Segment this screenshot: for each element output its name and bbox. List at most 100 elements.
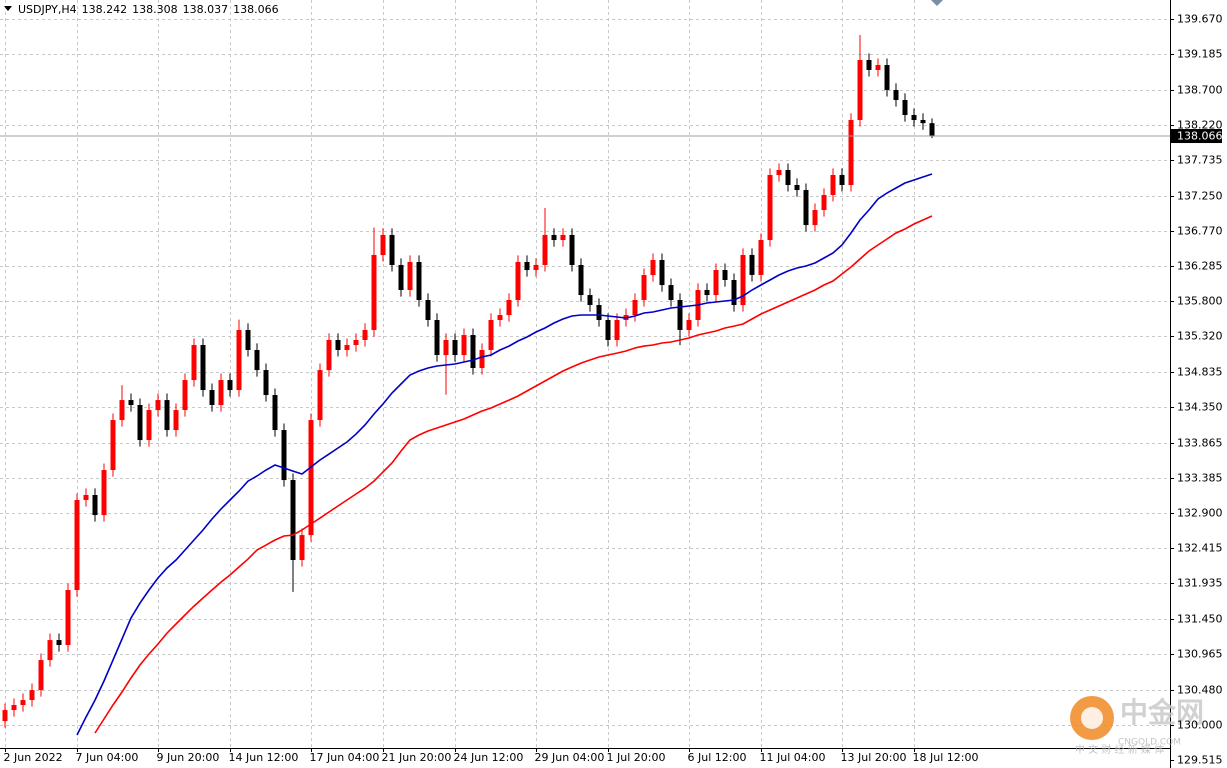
candle-body	[929, 123, 935, 137]
candle-body	[758, 240, 764, 275]
candle-body	[407, 261, 413, 291]
watermark-logo-inner	[1081, 707, 1103, 729]
candle-body	[200, 345, 206, 391]
candle-body	[596, 305, 602, 320]
candle-body	[587, 295, 593, 306]
y-tick-label: 134.350	[1177, 401, 1223, 414]
candle-body	[857, 59, 863, 120]
x-tick-label: 17 Jun 04:00	[310, 751, 380, 764]
candle-body	[533, 264, 539, 271]
candle-body	[425, 300, 431, 320]
candle-body	[344, 345, 350, 350]
y-tick-label: 136.285	[1177, 260, 1223, 273]
candle-body	[461, 335, 467, 356]
candle-body	[236, 329, 242, 391]
y-tick-label: 131.935	[1177, 577, 1223, 590]
candle-body	[434, 319, 440, 356]
ma-line	[94, 215, 933, 734]
candle-body	[380, 234, 386, 255]
candle-body	[263, 370, 269, 396]
candle-body	[848, 119, 854, 185]
y-tick-label: 130.965	[1177, 648, 1223, 661]
candle-body	[56, 640, 62, 646]
candle-body	[281, 430, 287, 481]
candle-body	[767, 174, 773, 241]
watermark: 中金网 CNGOLD.COM 中 文 财 经 新 媒 体	[1070, 696, 1204, 756]
candle-body	[731, 280, 737, 306]
candle-body	[209, 390, 215, 406]
candle-body	[749, 254, 755, 275]
candle-body	[641, 275, 647, 301]
x-tick-label: 14 Jun 12:00	[229, 751, 299, 764]
candle-body	[794, 184, 800, 191]
candle-body	[614, 319, 620, 340]
candle-body	[740, 254, 746, 306]
candle-body	[668, 285, 674, 301]
y-tick-label: 133.385	[1177, 472, 1223, 485]
x-tick-label: 11 Jul 04:00	[760, 751, 826, 764]
candle-body	[92, 494, 98, 516]
watermark-site: CNGOLD.COM	[1118, 738, 1181, 748]
candle-body	[470, 335, 476, 369]
menu-icon[interactable]	[4, 6, 12, 11]
candle-body	[560, 234, 566, 241]
current-price-label: 138.066	[1177, 130, 1223, 143]
candle-body	[182, 380, 188, 411]
candle-body	[29, 690, 35, 701]
candle-body	[569, 234, 575, 265]
y-tick-label: 138.700	[1177, 84, 1223, 97]
candle-body	[488, 319, 494, 350]
candle-body	[146, 410, 152, 441]
x-tick-label: 18 Jul 12:00	[913, 751, 979, 764]
last-high: 138.308	[132, 3, 178, 16]
candle-body	[677, 300, 683, 330]
candle-body	[713, 270, 719, 296]
y-tick-label: 135.320	[1177, 330, 1223, 343]
watermark-name: 中金网	[1120, 696, 1204, 729]
candle-body	[362, 329, 368, 340]
grid	[0, 0, 1170, 748]
y-tick-label: 129.515	[1177, 754, 1223, 767]
x-tick-label: 13 Jul 20:00	[841, 751, 907, 764]
candle-body	[47, 640, 53, 661]
candle-body	[416, 261, 422, 301]
y-tick-label: 137.735	[1177, 154, 1223, 167]
candle-body	[821, 194, 827, 211]
candle-body	[353, 339, 359, 346]
candle-body	[632, 300, 638, 316]
x-tick-label: 9 Jun 20:00	[157, 751, 220, 764]
candle-body	[785, 170, 791, 185]
candle-body	[506, 300, 512, 316]
candle-body	[479, 349, 485, 369]
candle-body	[524, 261, 530, 271]
y-tick-label: 133.865	[1177, 437, 1223, 450]
candle-body	[371, 254, 377, 330]
chart-shift-marker[interactable]	[931, 0, 943, 6]
candle-body	[254, 349, 260, 371]
candle-body	[722, 270, 728, 281]
candle-body	[812, 210, 818, 226]
last-low: 138.037	[183, 3, 229, 16]
y-tick-label: 132.900	[1177, 507, 1223, 520]
x-tick-label: 21 Jun 20:00	[382, 751, 452, 764]
candle-body	[155, 400, 161, 411]
candle-body	[551, 234, 557, 241]
candle-body	[893, 89, 899, 100]
x-tick-label: 6 Jul 12:00	[688, 751, 747, 764]
candle-body	[101, 470, 107, 516]
candle-body	[875, 65, 881, 70]
marks	[0, 35, 1170, 736]
candle-body	[74, 500, 80, 591]
y-tick-label: 139.670	[1177, 13, 1223, 26]
candle-body	[83, 494, 89, 501]
current-price-box	[1171, 129, 1222, 144]
x-tick-label: 7 Jun 04:00	[76, 751, 139, 764]
y-tick-label: 138.220	[1177, 119, 1223, 132]
candle-body	[452, 339, 458, 356]
y-tick-label: 130.480	[1177, 684, 1223, 697]
y-tick-label: 134.835	[1177, 366, 1223, 379]
y-tick-label: 130.000	[1177, 719, 1223, 732]
candle-body	[776, 170, 782, 175]
candle-body	[272, 395, 278, 431]
x-tick-label: 1 Jul 20:00	[607, 751, 666, 764]
